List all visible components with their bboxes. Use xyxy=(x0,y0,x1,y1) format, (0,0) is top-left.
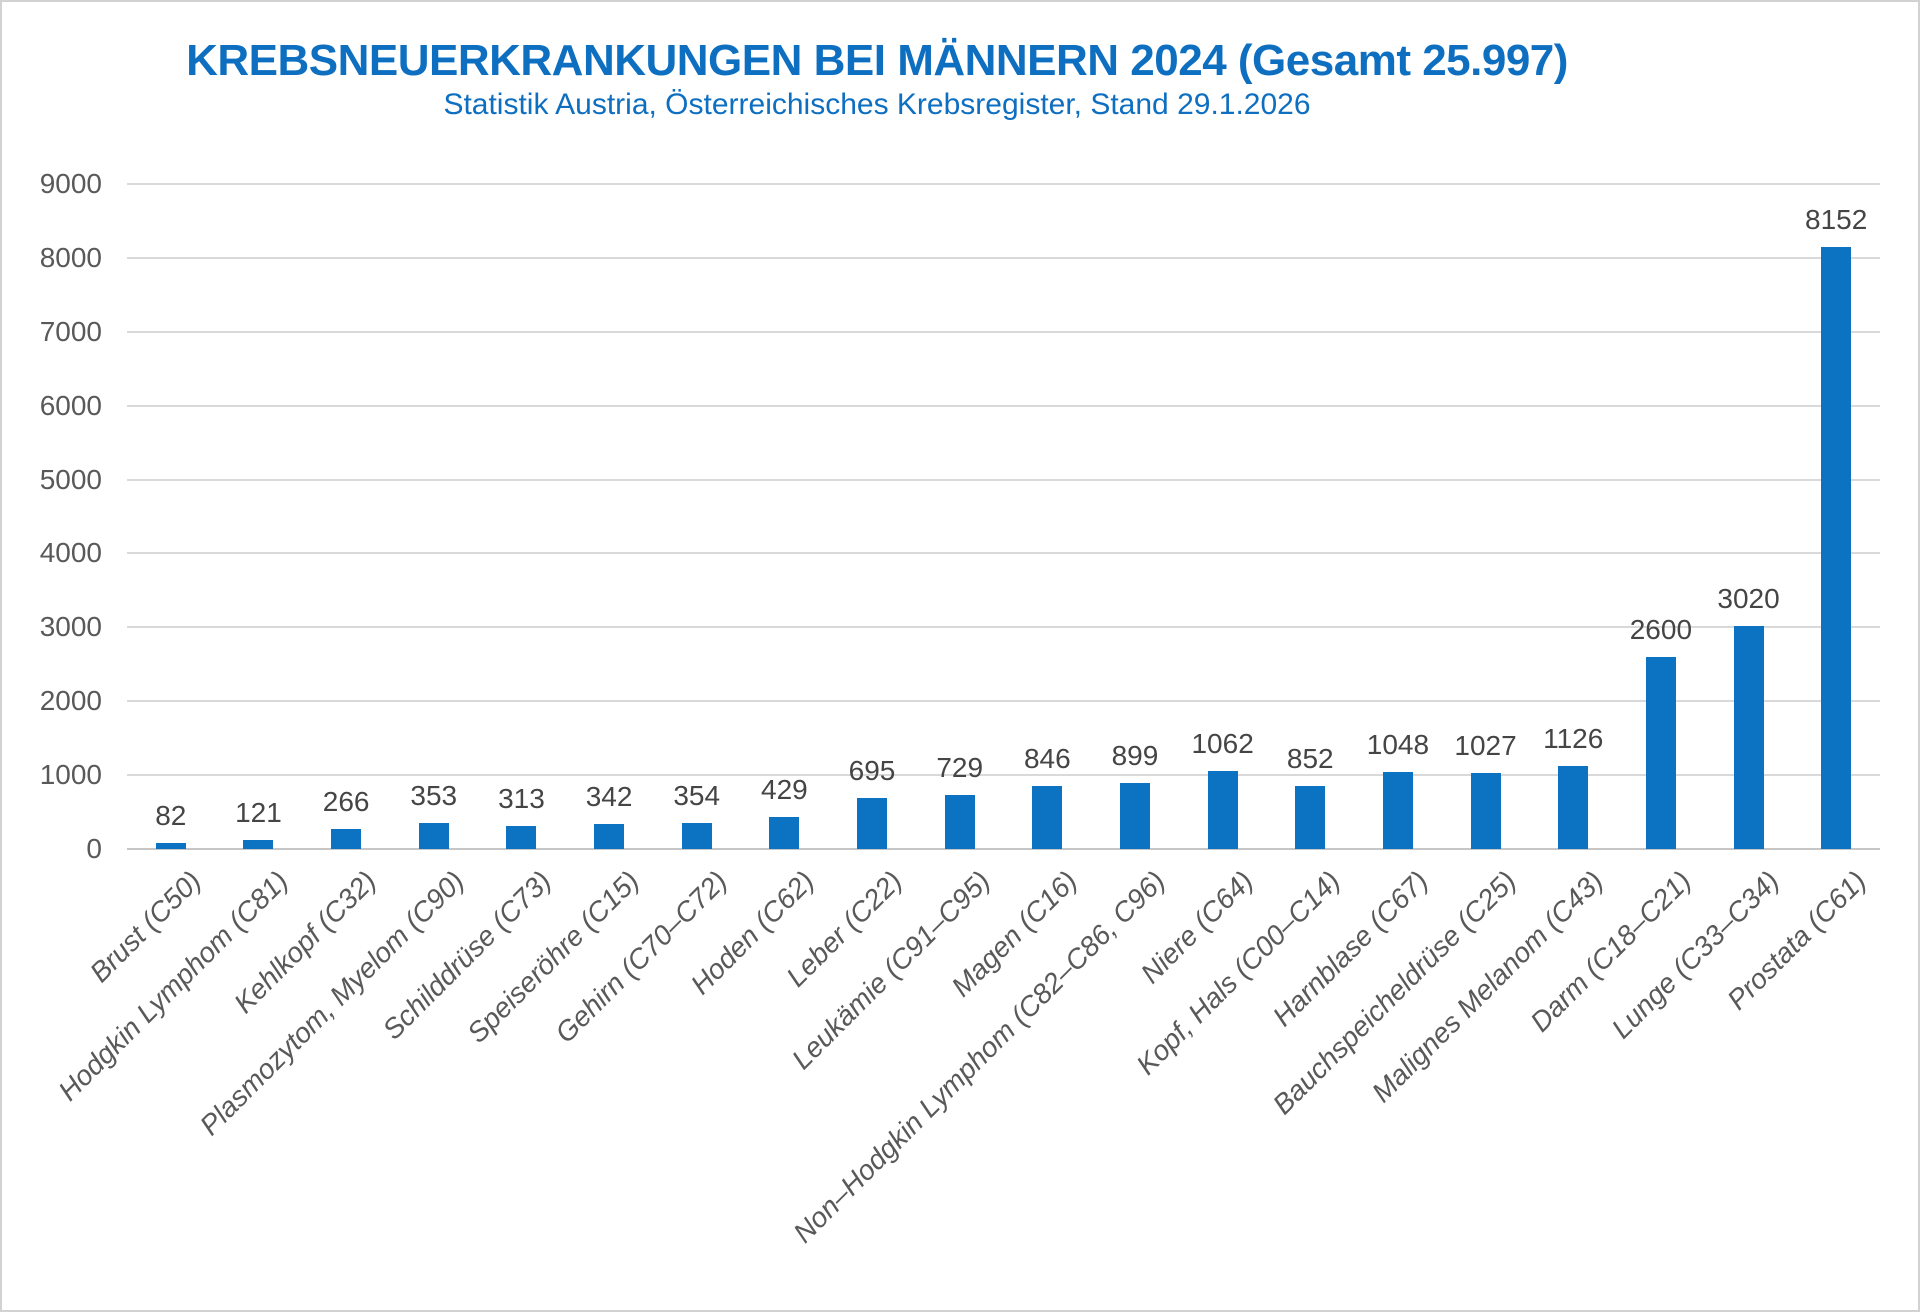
bar-value-label: 846 xyxy=(1023,743,1071,774)
bar-value-label: 313 xyxy=(498,783,545,814)
bar xyxy=(1821,247,1852,849)
y-axis-tick-label: 0 xyxy=(86,833,102,864)
bar-value-label: 3020 xyxy=(1717,583,1780,614)
x-axis-category-label: Darm (C18–C21) xyxy=(1524,865,1697,1038)
bar xyxy=(1733,626,1764,849)
x-axis-category-label: Harnblase (C67) xyxy=(1266,865,1434,1033)
y-axis-tick-label: 7000 xyxy=(39,315,102,347)
bar xyxy=(418,823,449,849)
bar-value-label: 729 xyxy=(936,752,984,783)
gridline xyxy=(127,552,1880,555)
y-axis-tick-label: 9000 xyxy=(39,168,102,199)
bar xyxy=(594,824,625,849)
y-axis-tick-label: 1000 xyxy=(39,759,102,791)
bar xyxy=(1295,786,1326,849)
gridline xyxy=(127,256,1880,259)
bar-value-label: 121 xyxy=(235,797,282,828)
gridline xyxy=(127,478,1880,481)
gridline xyxy=(127,404,1880,407)
bar-value-label: 354 xyxy=(673,780,721,811)
gridline xyxy=(127,774,1880,777)
gridline xyxy=(127,848,1880,850)
bar xyxy=(155,843,186,849)
bar-value-label: 342 xyxy=(585,781,633,812)
bar-value-label: 2600 xyxy=(1629,614,1693,645)
gridline xyxy=(127,330,1880,333)
bar xyxy=(243,840,274,849)
y-axis-tick-label: 5000 xyxy=(39,463,102,495)
bar xyxy=(857,798,888,849)
bar-value-label: 353 xyxy=(410,780,458,811)
bar-value-label: 852 xyxy=(1286,743,1334,774)
y-axis-tick-label: 3000 xyxy=(39,611,102,643)
bar xyxy=(1470,773,1501,849)
bar-value-label: 1027 xyxy=(1454,730,1517,761)
bar xyxy=(944,795,975,849)
plot-area: 0 1000 2000 3000 4000 5000 6000 7000 8000 9000 82 B… xyxy=(40,168,1880,1249)
y-axis-tick-label: 4000 xyxy=(39,537,102,569)
bar xyxy=(681,823,712,849)
bar xyxy=(331,829,362,849)
gridline xyxy=(127,700,1880,703)
bar-value-label: 8152 xyxy=(1805,204,1868,235)
bar-value-label: 695 xyxy=(848,755,896,786)
y-axis-tick-label: 8000 xyxy=(39,241,102,273)
bar xyxy=(1382,772,1413,849)
bar-value-label: 899 xyxy=(1111,740,1159,771)
bar xyxy=(1645,657,1676,849)
bar xyxy=(1207,771,1238,849)
y-axis-tick-label: 2000 xyxy=(39,685,102,717)
bar-value-label: 1062 xyxy=(1191,728,1254,759)
bar-value-label: 266 xyxy=(322,786,370,817)
bar-value-label: 429 xyxy=(761,774,808,805)
bar-value-label: 82 xyxy=(155,800,187,831)
gridline xyxy=(127,626,1880,629)
y-axis-tick-label: 6000 xyxy=(39,389,102,421)
bar xyxy=(506,826,537,849)
bar xyxy=(769,817,800,849)
bar xyxy=(1032,786,1063,849)
chart-title: KREBSNEUERKRANKUNGEN BEI MÄNNERN 2024 (G… xyxy=(186,36,1568,85)
bar xyxy=(1119,783,1150,849)
bar-value-label: 1126 xyxy=(1543,723,1604,754)
chart-subtitle: Statistik Austria, Österreichisches Kreb… xyxy=(443,88,1311,121)
gridline xyxy=(127,183,1880,185)
bar-value-label: 1048 xyxy=(1366,729,1430,760)
bar xyxy=(1558,766,1589,849)
